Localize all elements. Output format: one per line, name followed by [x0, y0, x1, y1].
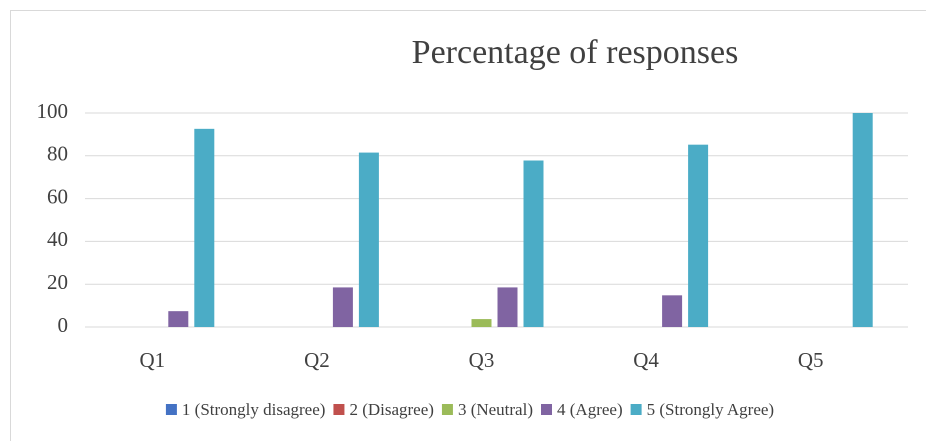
legend-swatch	[165, 404, 177, 415]
bar	[497, 287, 518, 327]
legend-swatch	[441, 404, 453, 415]
bar	[194, 128, 215, 327]
x-tick-label: Q4	[633, 348, 659, 372]
legend-label: 5 (Strongly Agree)	[647, 400, 774, 419]
x-tick-label: Q1	[139, 348, 165, 372]
legend-swatch	[630, 404, 642, 415]
legend-label: 1 (Strongly disagree)	[182, 400, 326, 419]
chart-title: Percentage of responses	[412, 34, 739, 71]
chart-border	[10, 10, 926, 441]
legend-swatch	[333, 404, 345, 415]
bar	[852, 113, 873, 327]
y-tick-label: 0	[58, 313, 69, 337]
legend-label: 3 (Neutral)	[458, 400, 533, 419]
legend-swatch	[541, 404, 552, 415]
x-tick-label: Q5	[798, 348, 824, 372]
y-tick-label: 60	[47, 184, 68, 208]
legend-label: 4 (Agree)	[557, 400, 623, 419]
y-tick-label: 40	[47, 227, 68, 251]
bar	[523, 160, 544, 327]
bar	[332, 287, 353, 327]
legend-label: 2 (Disagree)	[349, 400, 434, 419]
y-tick-label: 20	[47, 270, 68, 294]
bar	[662, 295, 683, 327]
x-tick-label: Q3	[469, 348, 495, 372]
y-tick-label: 80	[47, 142, 68, 166]
bar	[471, 319, 492, 327]
x-tick-label: Q2	[304, 348, 330, 372]
y-tick-label: 100	[37, 99, 69, 123]
bar	[358, 152, 379, 327]
bar	[168, 311, 189, 327]
bar	[688, 144, 709, 327]
